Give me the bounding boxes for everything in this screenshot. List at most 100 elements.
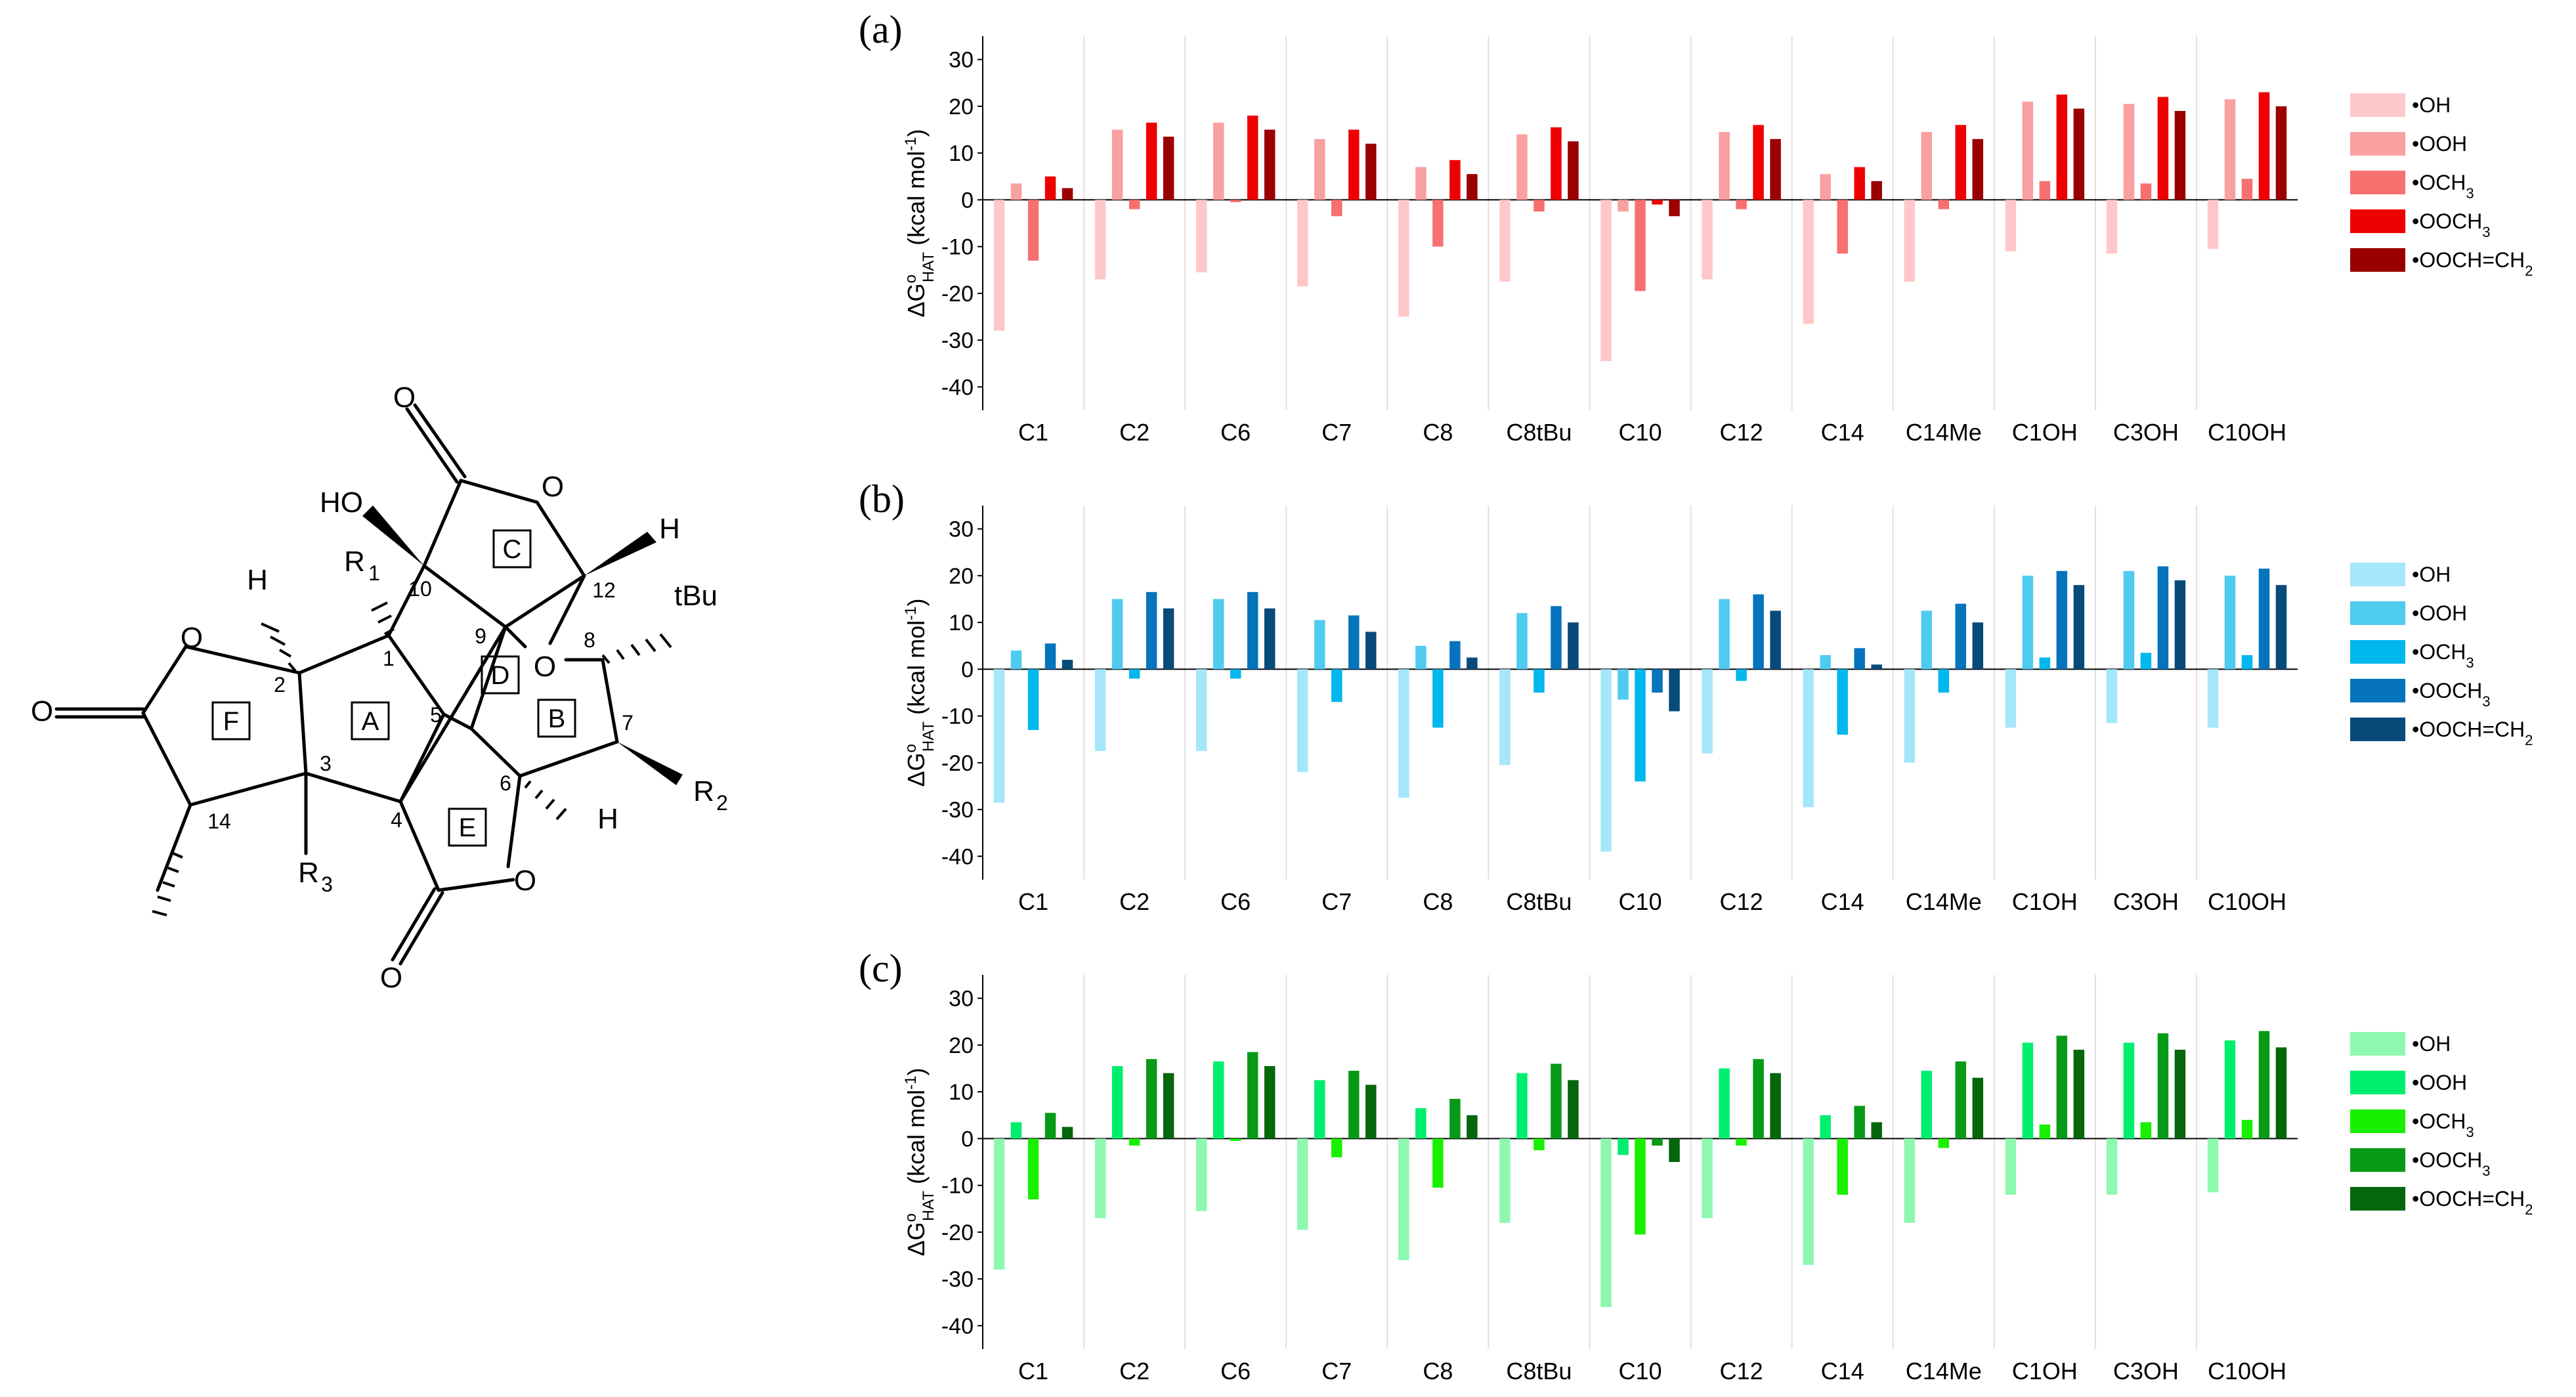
bar	[2157, 1033, 2169, 1139]
bar	[1635, 669, 1646, 782]
x-category-label: C6	[1220, 888, 1251, 915]
bar	[1770, 611, 1781, 670]
legend-label: •OCH3	[2412, 1109, 2474, 1140]
bar	[1230, 669, 1241, 679]
bar	[1871, 664, 1882, 670]
bar	[2157, 566, 2169, 670]
bar	[2106, 669, 2118, 723]
panel-label: (a)	[859, 8, 903, 51]
x-category-label: C1	[1018, 419, 1048, 446]
y-axis-title: ΔGoHAT (kcal mol-1)	[902, 129, 937, 317]
x-category-label: C8	[1423, 419, 1453, 446]
bar	[1702, 1138, 1713, 1218]
bar	[1534, 200, 1545, 212]
x-category-label: C12	[1720, 888, 1763, 915]
x-category-label: C14	[1821, 888, 1864, 915]
bar	[1415, 1108, 1427, 1139]
x-category-label: C3OH	[2113, 1358, 2179, 1385]
bar	[1432, 200, 1444, 247]
bar	[1702, 200, 1713, 280]
bar	[1955, 1061, 1966, 1139]
bar	[1449, 641, 1461, 670]
bar	[1803, 669, 1814, 807]
bar	[1955, 125, 1966, 200]
bar	[2140, 183, 2152, 200]
atom-tbu: tBu	[674, 580, 718, 612]
bar	[1938, 1138, 1949, 1148]
y-tick-label: -40	[941, 844, 974, 869]
y-tick-label: 30	[949, 48, 974, 73]
x-category-label: C2	[1119, 419, 1149, 446]
bar	[1432, 1138, 1444, 1188]
bar	[1551, 1064, 1562, 1139]
atom-o-d: O	[534, 651, 556, 683]
legend-label: •OOCH=CH2	[2412, 718, 2533, 748]
atom-h-2: H	[247, 564, 268, 596]
x-category-label: C14Me	[1906, 888, 1982, 915]
bar	[2073, 1050, 2085, 1139]
panel-label: (b)	[859, 477, 905, 521]
bar	[2039, 657, 2051, 670]
bar	[1297, 1138, 1308, 1230]
bar	[1415, 167, 1427, 200]
legend-swatch	[2350, 1109, 2405, 1133]
bar	[2224, 1040, 2236, 1139]
legend-swatch	[2350, 1148, 2405, 1172]
atom-o-carbonyl-e: O	[380, 962, 402, 994]
bar	[2073, 585, 2085, 670]
panel-label: (c)	[859, 947, 903, 990]
bar	[1938, 669, 1949, 693]
bar	[1264, 1065, 1276, 1139]
y-tick-label: -10	[941, 1174, 974, 1199]
bar	[1820, 655, 1831, 670]
y-tick-label: 0	[961, 188, 974, 213]
bar	[1499, 200, 1511, 282]
bar	[2174, 580, 2186, 670]
bar	[1163, 608, 1174, 670]
bar	[2056, 570, 2068, 670]
bar	[1669, 200, 1680, 217]
bar	[1499, 669, 1511, 765]
bar	[1904, 1138, 1915, 1223]
bar	[2106, 200, 2118, 254]
bar	[1247, 1052, 1258, 1139]
bar	[1365, 1085, 1377, 1139]
bar	[2056, 95, 2068, 200]
bar	[1449, 160, 1461, 200]
atom-h-6: H	[597, 803, 618, 835]
bar	[1820, 174, 1831, 200]
bar	[2005, 200, 2017, 251]
locant-3: 3	[320, 752, 332, 775]
x-category-label: C8tBu	[1506, 1358, 1572, 1385]
locant-12: 12	[592, 578, 616, 602]
legend-swatch	[2350, 132, 2405, 156]
legend-swatch	[2350, 93, 2405, 117]
bar	[1568, 1080, 1579, 1139]
bar	[1432, 669, 1444, 728]
bar	[1803, 200, 1814, 324]
bar	[1516, 1073, 1528, 1139]
bar	[2275, 585, 2287, 670]
bar	[1314, 139, 1325, 200]
atom-o-carbonyl-c: O	[393, 381, 416, 414]
x-category-label: C1OH	[2012, 888, 2078, 915]
bar	[1753, 594, 1764, 670]
bar	[1837, 200, 1848, 254]
bar	[1534, 1138, 1545, 1151]
bar	[1736, 669, 1747, 681]
bar	[1770, 139, 1781, 200]
ring-A-label: A	[362, 707, 379, 736]
bar	[2123, 1042, 2135, 1139]
bar	[2207, 1138, 2219, 1193]
legend-label: •OCH3	[2412, 640, 2474, 671]
y-tick-label: -20	[941, 1220, 974, 1245]
bar	[1348, 615, 1360, 670]
bar-charts: -40 -30 -20 -10 0 10 20 30 (a) ΔGoHAT (kcal mol-1…	[859, 8, 2533, 1385]
legend-swatch	[2350, 601, 2405, 625]
x-category-label: C14	[1821, 1358, 1864, 1385]
bar	[1921, 132, 1932, 200]
bar	[1027, 1138, 1039, 1199]
y-tick-label: 0	[961, 657, 974, 682]
bar	[1247, 591, 1258, 670]
locant-8: 8	[584, 628, 595, 652]
